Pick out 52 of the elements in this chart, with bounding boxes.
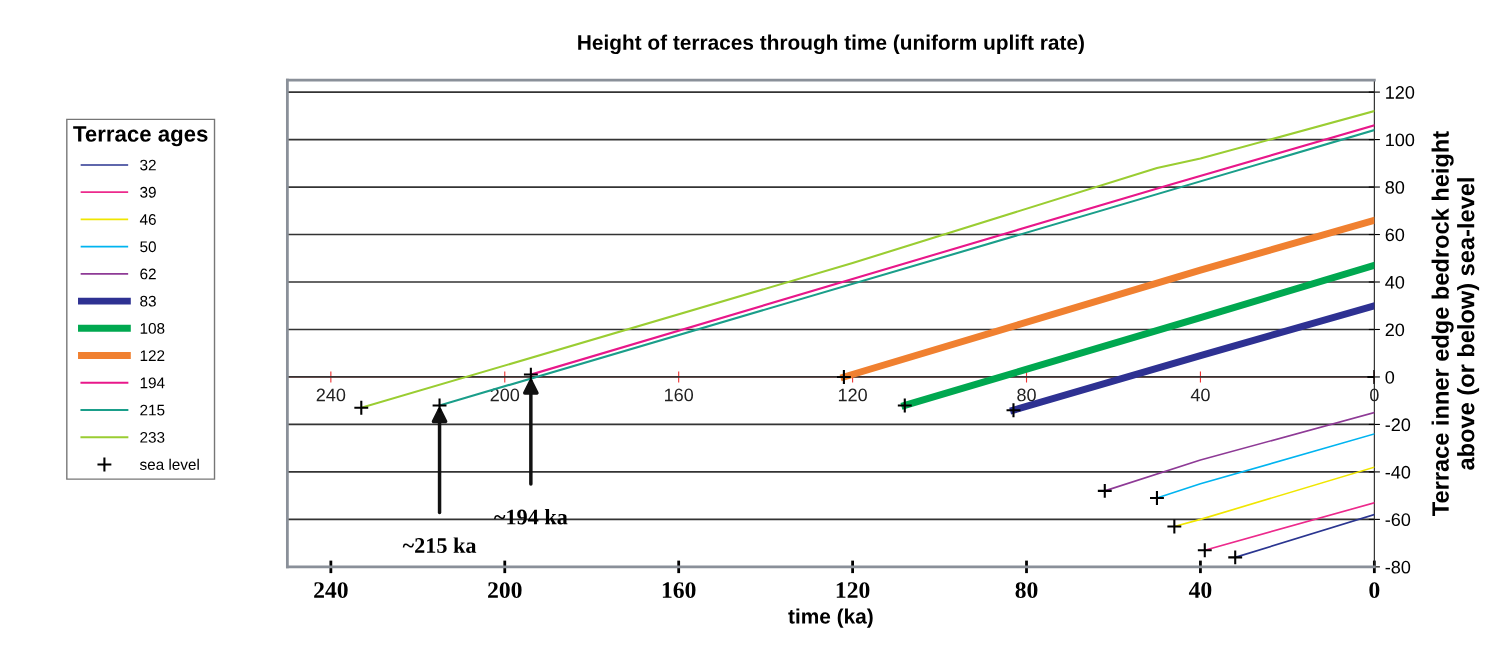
- y-tick-label: 0: [1385, 370, 1395, 384]
- point: [1166, 518, 1183, 535]
- y-tick-label: 20: [1385, 323, 1405, 337]
- x2-tick-label: 80: [1017, 388, 1036, 402]
- point: [1227, 549, 1244, 566]
- legend-label: 39: [140, 186, 156, 198]
- x-tick-label: 160: [662, 582, 696, 599]
- point: [431, 397, 448, 414]
- legend-label: 32: [140, 159, 156, 171]
- x2-tick-label: 240: [316, 388, 346, 402]
- legend-label: 194: [140, 377, 165, 389]
- point: [1096, 482, 1113, 499]
- legend-label: 108: [140, 323, 165, 334]
- legend-label: 233: [140, 431, 165, 443]
- point: [835, 368, 852, 385]
- y-tick-label: 80: [1385, 180, 1405, 194]
- x-tick-label: 120: [836, 582, 870, 599]
- y-tick-label: 40: [1385, 275, 1405, 289]
- point: [1148, 490, 1165, 507]
- legend-label: 46: [139, 214, 156, 225]
- x-tick-label: 240: [314, 582, 348, 599]
- x2-tick-label: 120: [838, 388, 867, 402]
- point: [522, 366, 539, 383]
- y-tick-label: 60: [1385, 228, 1405, 242]
- x2-tick-label: 200: [490, 388, 520, 402]
- y-tick-label: -20: [1385, 418, 1411, 432]
- point: [1005, 402, 1022, 419]
- x-tick-label: 200: [488, 582, 522, 599]
- legend-label: 215: [140, 404, 165, 416]
- y-tick-label: 100: [1386, 133, 1415, 147]
- point: [353, 399, 370, 416]
- point: [1196, 542, 1213, 559]
- legend-label: 62: [140, 268, 156, 280]
- legend-label: sea level: [139, 458, 199, 470]
- x-tick-label: 0: [1369, 582, 1380, 599]
- y-tick-label: 120: [1386, 86, 1415, 99]
- legend-title: Terrace ages: [73, 126, 208, 147]
- y-axis-title: Terrace inner edge bedrock height above (or below) sea-level: [1431, 131, 1480, 516]
- chart-title: Height of terraces through time (uniform uplift rate): [578, 34, 1084, 55]
- x2-tick-label: 160: [665, 388, 694, 402]
- x-tick-label: 80: [1015, 582, 1038, 599]
- y-tick-label: -60: [1385, 513, 1411, 527]
- y-tick-label: -40: [1385, 465, 1411, 479]
- legend-label: 50: [140, 241, 156, 253]
- annotation: ~215 ka: [402, 537, 477, 554]
- x2-tick-label: 40: [1190, 388, 1210, 402]
- y-tick-label: -80: [1385, 560, 1411, 574]
- legend-label: 83: [140, 295, 156, 307]
- point: [896, 397, 913, 414]
- x-tick-label: 40: [1188, 582, 1212, 599]
- legend-label: 122: [140, 350, 165, 361]
- x-axis-title: time (ka): [788, 608, 873, 628]
